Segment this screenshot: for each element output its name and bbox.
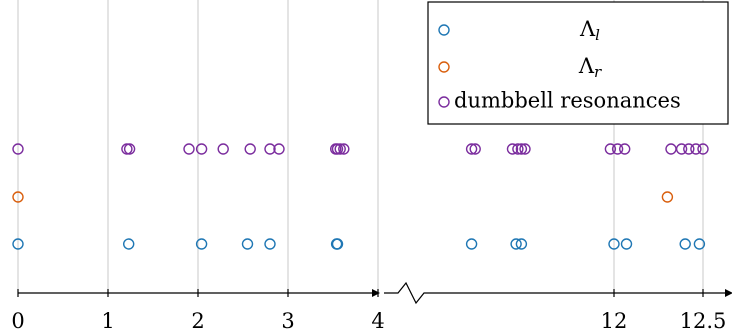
x-tick-label-2: 2 — [191, 309, 204, 333]
point-dumbbell-resonances-11 — [334, 143, 346, 155]
x-axis-break — [384, 281, 729, 305]
point-l-3 — [241, 238, 254, 250]
point-dumbbell-resonances-3 — [183, 143, 195, 155]
point-l-10 — [608, 238, 620, 250]
x-tick-label-12.5: 12.5 — [680, 309, 727, 333]
point-dumbbell-resonances-4 — [195, 143, 208, 155]
point-dumbbell-resonances-23 — [675, 143, 688, 155]
x-axis-arrow-right — [725, 289, 732, 297]
point-r-1 — [661, 191, 674, 203]
point-dumbbell-resonances-15 — [506, 143, 519, 155]
legend-label-2: dumbbell resonances — [454, 89, 681, 113]
point-dumbbell-resonances-0 — [12, 143, 24, 155]
point-dumbbell-resonances-25 — [690, 143, 702, 155]
point-dumbbell-resonances-2 — [123, 143, 136, 155]
point-dumbbell-resonances-8 — [273, 143, 285, 155]
point-dumbbell-resonances-22 — [665, 143, 677, 155]
point-l-2 — [195, 238, 208, 250]
legend-marker-1 — [438, 61, 450, 73]
point-dumbbell-resonances-19 — [604, 143, 617, 155]
point-r-0 — [12, 191, 24, 203]
x-axis-arrow-left — [372, 289, 380, 297]
legend-marker-2 — [438, 96, 450, 108]
data-points — [12, 143, 709, 250]
legend-label-0: Λl — [579, 17, 600, 45]
point-dumbbell-resonances-20 — [611, 143, 624, 155]
point-dumbbell-resonances-7 — [264, 143, 276, 155]
point-l-7 — [465, 238, 478, 250]
point-l-11 — [620, 238, 633, 250]
point-dumbbell-resonances-6 — [244, 143, 256, 155]
point-l-1 — [122, 238, 135, 250]
legend: Λl Λr dumbbell resonances — [427, 1, 729, 125]
point-l-9 — [515, 238, 528, 250]
point-l-0 — [12, 238, 24, 250]
x-tick-label-3: 3 — [281, 309, 294, 333]
x-tick-label-4: 4 — [371, 309, 384, 333]
legend-marker-0 — [438, 24, 450, 36]
point-l-13 — [693, 238, 706, 250]
legend-label-1: Λr — [578, 54, 602, 82]
point-dumbbell-resonances-24 — [683, 143, 695, 155]
point-dumbbell-resonances-5 — [217, 143, 229, 155]
point-dumbbell-resonances-12 — [338, 143, 350, 155]
point-dumbbell-resonances-26 — [697, 143, 709, 155]
point-l-12 — [679, 238, 691, 250]
point-l-4 — [264, 238, 276, 250]
x-axis: 0 1 2 3 4 12 12.5 — [11, 281, 732, 333]
point-dumbbell-resonances-16 — [512, 143, 524, 155]
point-dumbbell-resonances-18 — [519, 143, 531, 155]
point-l-6 — [331, 238, 344, 250]
point-dumbbell-resonances-21 — [619, 143, 631, 155]
point-dumbbell-resonances-13 — [465, 143, 478, 155]
x-tick-label-12: 12 — [601, 309, 628, 333]
legend-box — [427, 1, 729, 125]
point-l-8 — [510, 238, 522, 250]
x-tick-label-0: 0 — [11, 309, 24, 333]
point-dumbbell-resonances-17 — [515, 143, 528, 155]
point-dumbbell-resonances-14 — [469, 143, 481, 155]
x-tick-label-1: 1 — [101, 309, 114, 333]
